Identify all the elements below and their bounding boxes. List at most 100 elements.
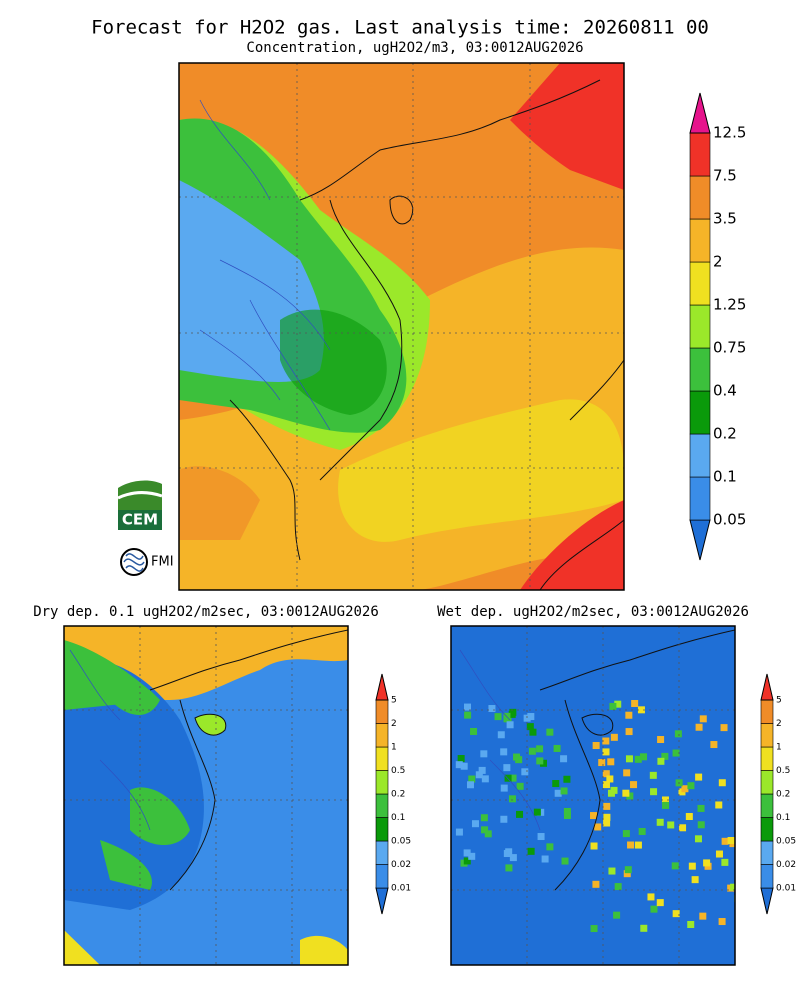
precip-cell xyxy=(594,823,602,831)
precip-cell xyxy=(560,755,568,763)
colorbar-label: 0.02 xyxy=(776,860,796,870)
precip-cell xyxy=(471,820,479,828)
precip-cell xyxy=(500,815,508,823)
colorbar-segment xyxy=(689,476,711,521)
precip-cell xyxy=(505,864,513,872)
precip-cell xyxy=(661,796,669,804)
dry-map xyxy=(64,626,348,965)
colorbars: 0.05 0.1 0.2 0.4 0.75 1.25 2 3.5 7.5 12.5 0.01 0.02… xyxy=(375,92,796,915)
precip-cell xyxy=(553,744,561,752)
precip-cell xyxy=(697,821,705,829)
colorbar-segment xyxy=(375,723,389,748)
colorbar-segment xyxy=(760,723,774,748)
precip-cell xyxy=(602,781,610,789)
precip-cell xyxy=(625,755,633,763)
colorbar-label: 0.05 xyxy=(776,837,796,847)
colorbar-label: 5 xyxy=(776,696,782,706)
colorbar-label: 2 xyxy=(391,719,397,729)
precip-cell xyxy=(563,807,571,815)
precip-cell xyxy=(685,813,693,821)
colorbar-segment xyxy=(760,864,774,889)
colorbar-label: 5 xyxy=(391,696,397,706)
precip-cell xyxy=(468,852,476,860)
precip-cell xyxy=(730,883,735,891)
logo-text: FMI xyxy=(151,555,174,570)
precip-cell xyxy=(526,723,534,731)
precip-cell xyxy=(478,766,486,774)
precip-cell xyxy=(466,781,474,789)
precip-cell xyxy=(488,705,496,713)
precip-cell xyxy=(610,733,618,741)
precip-cell xyxy=(536,745,544,753)
precip-cell xyxy=(625,711,633,719)
fmi-logo: FMI xyxy=(120,548,174,576)
precip-cell xyxy=(703,859,711,867)
precip-cell xyxy=(638,827,646,835)
colorbar-end xyxy=(375,673,389,701)
precip-cell xyxy=(554,789,562,797)
precip-cell xyxy=(475,771,483,779)
colorbar-segment xyxy=(689,347,711,392)
precip-cell xyxy=(667,821,675,829)
precip-cell xyxy=(695,723,703,731)
colorbar-label: 0.4 xyxy=(713,382,737,400)
precip-cell xyxy=(508,795,516,803)
colorbar-label: 2 xyxy=(776,719,782,729)
precip-cell xyxy=(546,843,554,851)
colorbar-label: 12.5 xyxy=(713,124,746,142)
precip-cell xyxy=(640,924,648,932)
precip-cell xyxy=(527,847,535,855)
precip-cell xyxy=(516,810,524,818)
precip-cell xyxy=(623,870,631,878)
precip-cell xyxy=(602,770,610,778)
colorbar-label: 0.05 xyxy=(391,837,411,847)
precip-cell xyxy=(540,759,548,767)
precip-cell xyxy=(681,785,689,793)
colorbar-segment xyxy=(760,746,774,771)
precip-cell xyxy=(537,833,545,841)
title: Forecast for H2O2 gas. Last analysis tim… xyxy=(91,17,709,39)
precip-cell xyxy=(650,788,658,796)
colorbar-end xyxy=(689,92,711,134)
precip-cell xyxy=(592,880,600,888)
precip-cell xyxy=(720,724,728,732)
precip-cell xyxy=(640,753,648,761)
precip-cell xyxy=(541,855,549,863)
colorbar-label: 0.1 xyxy=(713,468,737,486)
precip-cell xyxy=(533,808,541,816)
precip-cell xyxy=(691,876,699,884)
precip-cell xyxy=(688,862,696,870)
colorbar-segment xyxy=(689,132,711,177)
precip-cell xyxy=(695,773,703,781)
precip-cell xyxy=(590,842,598,850)
colorbar-label: 0.01 xyxy=(776,884,796,894)
colorbar-end xyxy=(689,519,711,561)
precip-cell xyxy=(647,893,655,901)
precip-cell xyxy=(710,741,718,749)
colorbar-label: 0.05 xyxy=(713,511,746,529)
precip-cell xyxy=(609,702,617,710)
colorbar-label: 0.02 xyxy=(391,860,411,870)
map-frame xyxy=(450,625,736,966)
precip-cell xyxy=(614,700,622,708)
precip-cell xyxy=(480,750,488,758)
precip-cell xyxy=(563,812,571,820)
colorbar-segment xyxy=(760,770,774,795)
precip-cell xyxy=(481,826,489,834)
colorbar-segment xyxy=(760,699,774,724)
precip-cell xyxy=(455,761,463,769)
colorbar-label: 0.01 xyxy=(391,884,411,894)
precip-cell xyxy=(622,830,630,838)
precip-cell xyxy=(697,804,705,812)
precip-cell xyxy=(521,768,529,776)
map-frame xyxy=(63,625,349,966)
colorbar-segment xyxy=(375,770,389,795)
colorbar-segment xyxy=(689,175,711,220)
colorbar-segment xyxy=(689,304,711,349)
precip-cell xyxy=(497,731,505,739)
precip-cell xyxy=(661,752,669,760)
precip-cell xyxy=(650,905,658,913)
colorbar-label: 0.5 xyxy=(776,766,790,776)
precip-cell xyxy=(463,703,471,711)
